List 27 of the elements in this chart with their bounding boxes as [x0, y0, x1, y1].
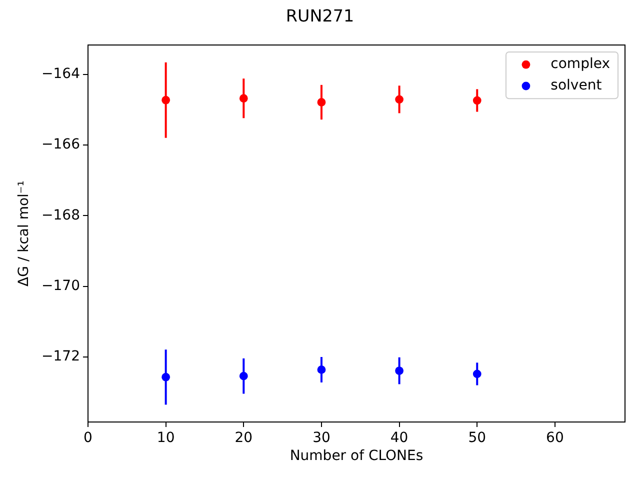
x-tick-label: 0	[84, 430, 92, 446]
point	[472, 96, 482, 105]
point	[239, 372, 248, 380]
y-tick-label: −172	[42, 348, 80, 365]
point	[395, 95, 404, 104]
point	[162, 96, 170, 104]
x-tick-label: 60	[546, 430, 564, 446]
point	[472, 370, 482, 378]
x-tick-label: 40	[390, 430, 408, 446]
point	[162, 372, 170, 382]
point	[317, 98, 326, 106]
y-tick-label: −164	[42, 66, 80, 82]
chart-title: RUN271	[286, 5, 354, 26]
x-axis-title: Number of CLONEs	[290, 448, 424, 464]
x-tick-label: 50	[468, 430, 486, 446]
legend-label: complex	[550, 56, 610, 72]
x-tick-label: 30	[312, 430, 330, 446]
y-axis-title: ΔG / kcal mol⁻¹	[16, 180, 32, 286]
point	[239, 94, 248, 103]
x-tick-label: 20	[234, 430, 253, 446]
point	[395, 366, 404, 375]
y-tick-label: −168	[42, 207, 80, 224]
point	[317, 366, 326, 374]
x-tick-label: 10	[156, 430, 175, 446]
legend-label: solvent	[550, 78, 602, 94]
y-tick-label: −166	[42, 136, 80, 153]
y-tick-label: −170	[42, 278, 80, 294]
